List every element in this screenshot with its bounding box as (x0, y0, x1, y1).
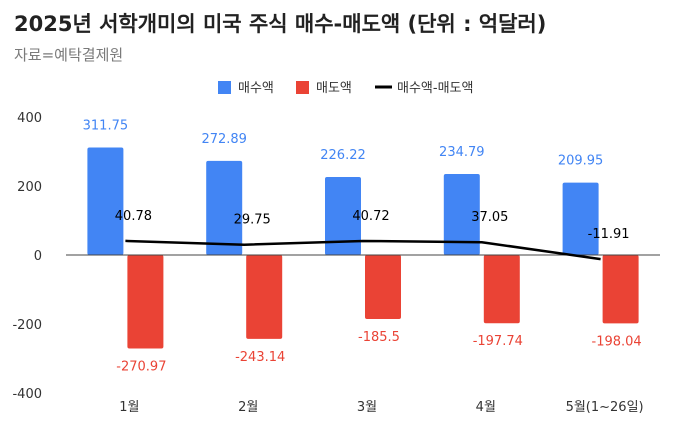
buy-value-label: 272.89 (201, 132, 247, 147)
buy-bar (87, 147, 124, 255)
bars (87, 147, 639, 349)
data-labels: 311.75 272.89 226.22 234.79 209.95 -270.97 -24… (83, 118, 642, 374)
sell-bar (127, 255, 164, 349)
buy-bar (562, 182, 599, 255)
buy-value-label: 234.79 (439, 145, 485, 160)
legend-buy-swatch (218, 81, 231, 94)
source-note: 자료=예탁결제원 (14, 46, 124, 64)
x-tick-label: 3월 (357, 400, 377, 415)
sell-value-label: -198.04 (592, 334, 642, 349)
buy-bar (325, 176, 361, 255)
y-tick-label: 200 (17, 180, 42, 195)
x-tick-label: 2월 (238, 400, 258, 415)
net-line (125, 239, 601, 261)
y-tick-label: 400 (17, 111, 42, 126)
sell-bar (602, 255, 639, 324)
net-value-label: 40.78 (115, 209, 152, 224)
sell-value-label: -270.97 (116, 359, 166, 374)
legend-sell-label: 매도액 (316, 81, 352, 96)
y-tick-label: -200 (12, 318, 42, 333)
legend-buy-label: 매수액 (238, 81, 274, 96)
buy-bar (443, 173, 480, 255)
x-tick-label: 4월 (476, 400, 496, 415)
chart-title: 2025년 서학개미의 미국 주식 매수-매도액 (단위 : 억달러) (14, 12, 547, 36)
legend-net-label: 매수액-매도액 (397, 81, 473, 96)
x-tick-label: 1월 (119, 400, 139, 415)
net-value-label: 29.75 (234, 213, 271, 228)
x-axis: 1월 2월 3월 4월 5월(1~26일) (119, 400, 643, 415)
y-tick-label: -400 (12, 387, 42, 402)
net-line-path (125, 239, 601, 261)
sell-value-label: -185.5 (358, 330, 400, 345)
net-value-label: -11.91 (588, 227, 630, 242)
legend: 매수액 매도액 매수액-매도액 (218, 81, 473, 96)
buy-value-label: 209.95 (558, 154, 604, 169)
y-tick-label: 0 (34, 249, 42, 264)
legend-sell-swatch (296, 81, 309, 94)
sell-bar (246, 255, 283, 339)
y-axis: -400 -200 0 200 400 (12, 111, 42, 402)
sell-value-label: -243.14 (235, 350, 285, 365)
buy-bar (206, 160, 243, 255)
buy-value-label: 226.22 (320, 148, 366, 163)
buy-value-label: 311.75 (83, 118, 129, 133)
sell-value-label: -197.74 (473, 334, 523, 349)
sell-bar (483, 255, 520, 324)
net-value-label: 40.72 (352, 209, 389, 224)
net-value-label: 37.05 (471, 210, 508, 225)
sell-bar (365, 255, 401, 319)
x-tick-label: 5월(1~26일) (566, 400, 644, 415)
